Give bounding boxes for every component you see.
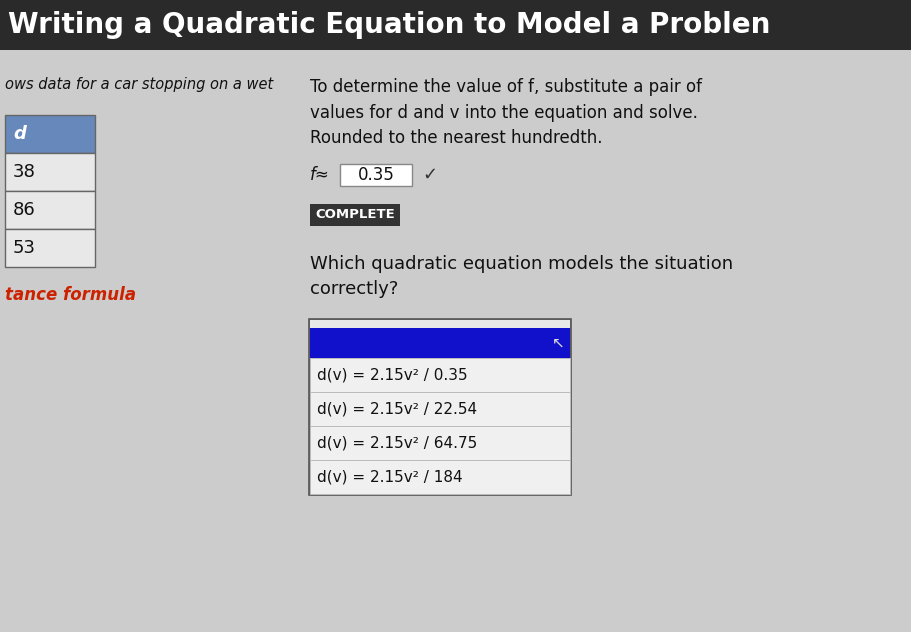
Text: d(v) = 2.15v² / 0.35: d(v) = 2.15v² / 0.35 xyxy=(317,367,467,382)
Text: Which quadratic equation models the situation
correctly?: Which quadratic equation models the situ… xyxy=(310,255,733,298)
Text: 0.35: 0.35 xyxy=(357,166,394,184)
Text: tance formula: tance formula xyxy=(5,286,136,304)
FancyBboxPatch shape xyxy=(340,164,412,186)
FancyBboxPatch shape xyxy=(5,229,95,267)
FancyBboxPatch shape xyxy=(5,191,95,229)
Text: To determine the value of f, substitute a pair of
values for d and v into the eq: To determine the value of f, substitute … xyxy=(310,78,702,147)
Text: d(v) = 2.15v² / 184: d(v) = 2.15v² / 184 xyxy=(317,470,463,485)
Text: d: d xyxy=(13,125,26,143)
Text: ✓: ✓ xyxy=(422,166,437,184)
FancyBboxPatch shape xyxy=(5,153,95,191)
FancyBboxPatch shape xyxy=(310,460,570,494)
Text: d(v) = 2.15v² / 22.54: d(v) = 2.15v² / 22.54 xyxy=(317,401,477,416)
Text: Writing a Quadratic Equation to Model a Problen: Writing a Quadratic Equation to Model a … xyxy=(8,11,771,39)
Text: COMPLETE: COMPLETE xyxy=(315,209,394,221)
FancyBboxPatch shape xyxy=(5,115,95,153)
FancyBboxPatch shape xyxy=(310,204,400,226)
FancyBboxPatch shape xyxy=(310,320,570,328)
FancyBboxPatch shape xyxy=(310,358,570,392)
Text: ↖: ↖ xyxy=(552,336,565,351)
Text: ows data for a car stopping on a wet: ows data for a car stopping on a wet xyxy=(5,78,273,92)
FancyBboxPatch shape xyxy=(310,392,570,426)
FancyBboxPatch shape xyxy=(0,0,911,50)
Text: 86: 86 xyxy=(13,201,36,219)
FancyBboxPatch shape xyxy=(310,426,570,460)
Text: d(v) = 2.15v² / 64.75: d(v) = 2.15v² / 64.75 xyxy=(317,435,477,451)
FancyBboxPatch shape xyxy=(310,328,570,358)
Text: f≈: f≈ xyxy=(310,166,330,184)
Text: 38: 38 xyxy=(13,163,36,181)
FancyBboxPatch shape xyxy=(309,319,571,495)
Text: 53: 53 xyxy=(13,239,36,257)
